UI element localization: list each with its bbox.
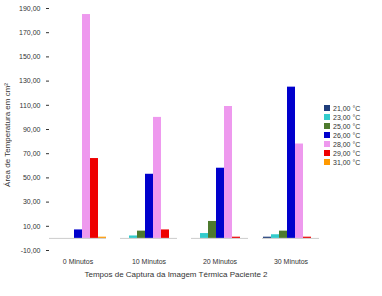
html-text:Tempos de Captura da Imagem Té: Tempos de Captura da Imagem Térmica Paci… [84, 270, 268, 279]
svg-text:0 Minutos: 0 Minutos [63, 258, 94, 265]
html-text:23,00 °C: 23,00 °C [333, 113, 361, 121]
svg-text:150,00: 150,00 [19, 53, 41, 60]
svg-text:10,00: 10,00 [23, 223, 41, 230]
svg-text:-10,00: -10,00 [21, 247, 41, 254]
svg-text:10 Minutos: 10 Minutos [132, 258, 167, 265]
svg-text:110,00: 110,00 [20, 102, 41, 109]
svg-text:190,00: 190,00 [19, 5, 41, 12]
svg-text:30,00: 30,00 [23, 198, 41, 205]
html-text:31,00 °C: 31,00 °C [333, 158, 361, 166]
html-text:28,00 °C: 28,00 °C [333, 140, 361, 148]
html-text:Área de Temperatura em cm²: Área de Temperatura em cm² [2, 83, 12, 187]
svg-text:70,00: 70,00 [23, 150, 41, 157]
svg-text:170,00: 170,00 [19, 29, 41, 36]
svg-text:130,00: 130,00 [19, 77, 41, 84]
svg-text:20 Minutos: 20 Minutos [203, 258, 238, 265]
svg-text:90,00: 90,00 [23, 126, 41, 133]
svg-text:50,00: 50,00 [23, 174, 41, 181]
svg-text:30 Minutos: 30 Minutos [274, 258, 309, 265]
html-text:26,00 °C: 26,00 °C [333, 131, 361, 139]
html-text:29,00 °C: 29,00 °C [333, 149, 361, 157]
html-text:25,00 °C: 25,00 °C [333, 122, 361, 130]
html-text:21,00 °C: 21,00 °C [333, 104, 361, 112]
